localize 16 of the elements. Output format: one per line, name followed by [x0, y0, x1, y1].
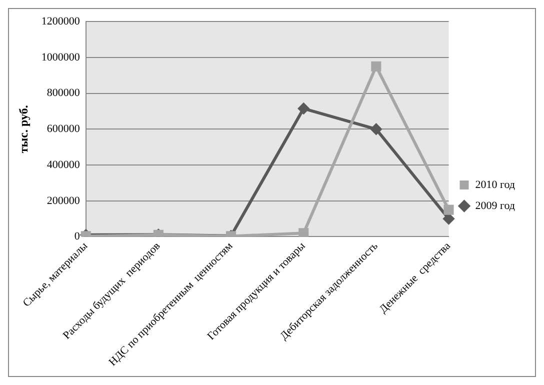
legend-label: 2009 год: [475, 200, 516, 212]
y-axis-title: тыс. руб.: [16, 105, 30, 154]
point: [444, 204, 454, 215]
y-tick-label: 1000000: [41, 51, 80, 64]
y-tick-label: 400000: [46, 158, 80, 171]
point: [443, 213, 454, 224]
legend-label: 2010 год: [475, 178, 516, 191]
y-tick-label: 800000: [46, 87, 80, 100]
y-tick-label: 600000: [46, 123, 80, 136]
y-tick-label: 1200000: [41, 15, 80, 28]
y-tick-label: 200000: [46, 194, 80, 207]
point: [298, 228, 309, 237]
point: [371, 61, 382, 72]
point: [370, 124, 382, 135]
point: [298, 103, 310, 114]
y-tick-label: 0: [74, 230, 80, 243]
